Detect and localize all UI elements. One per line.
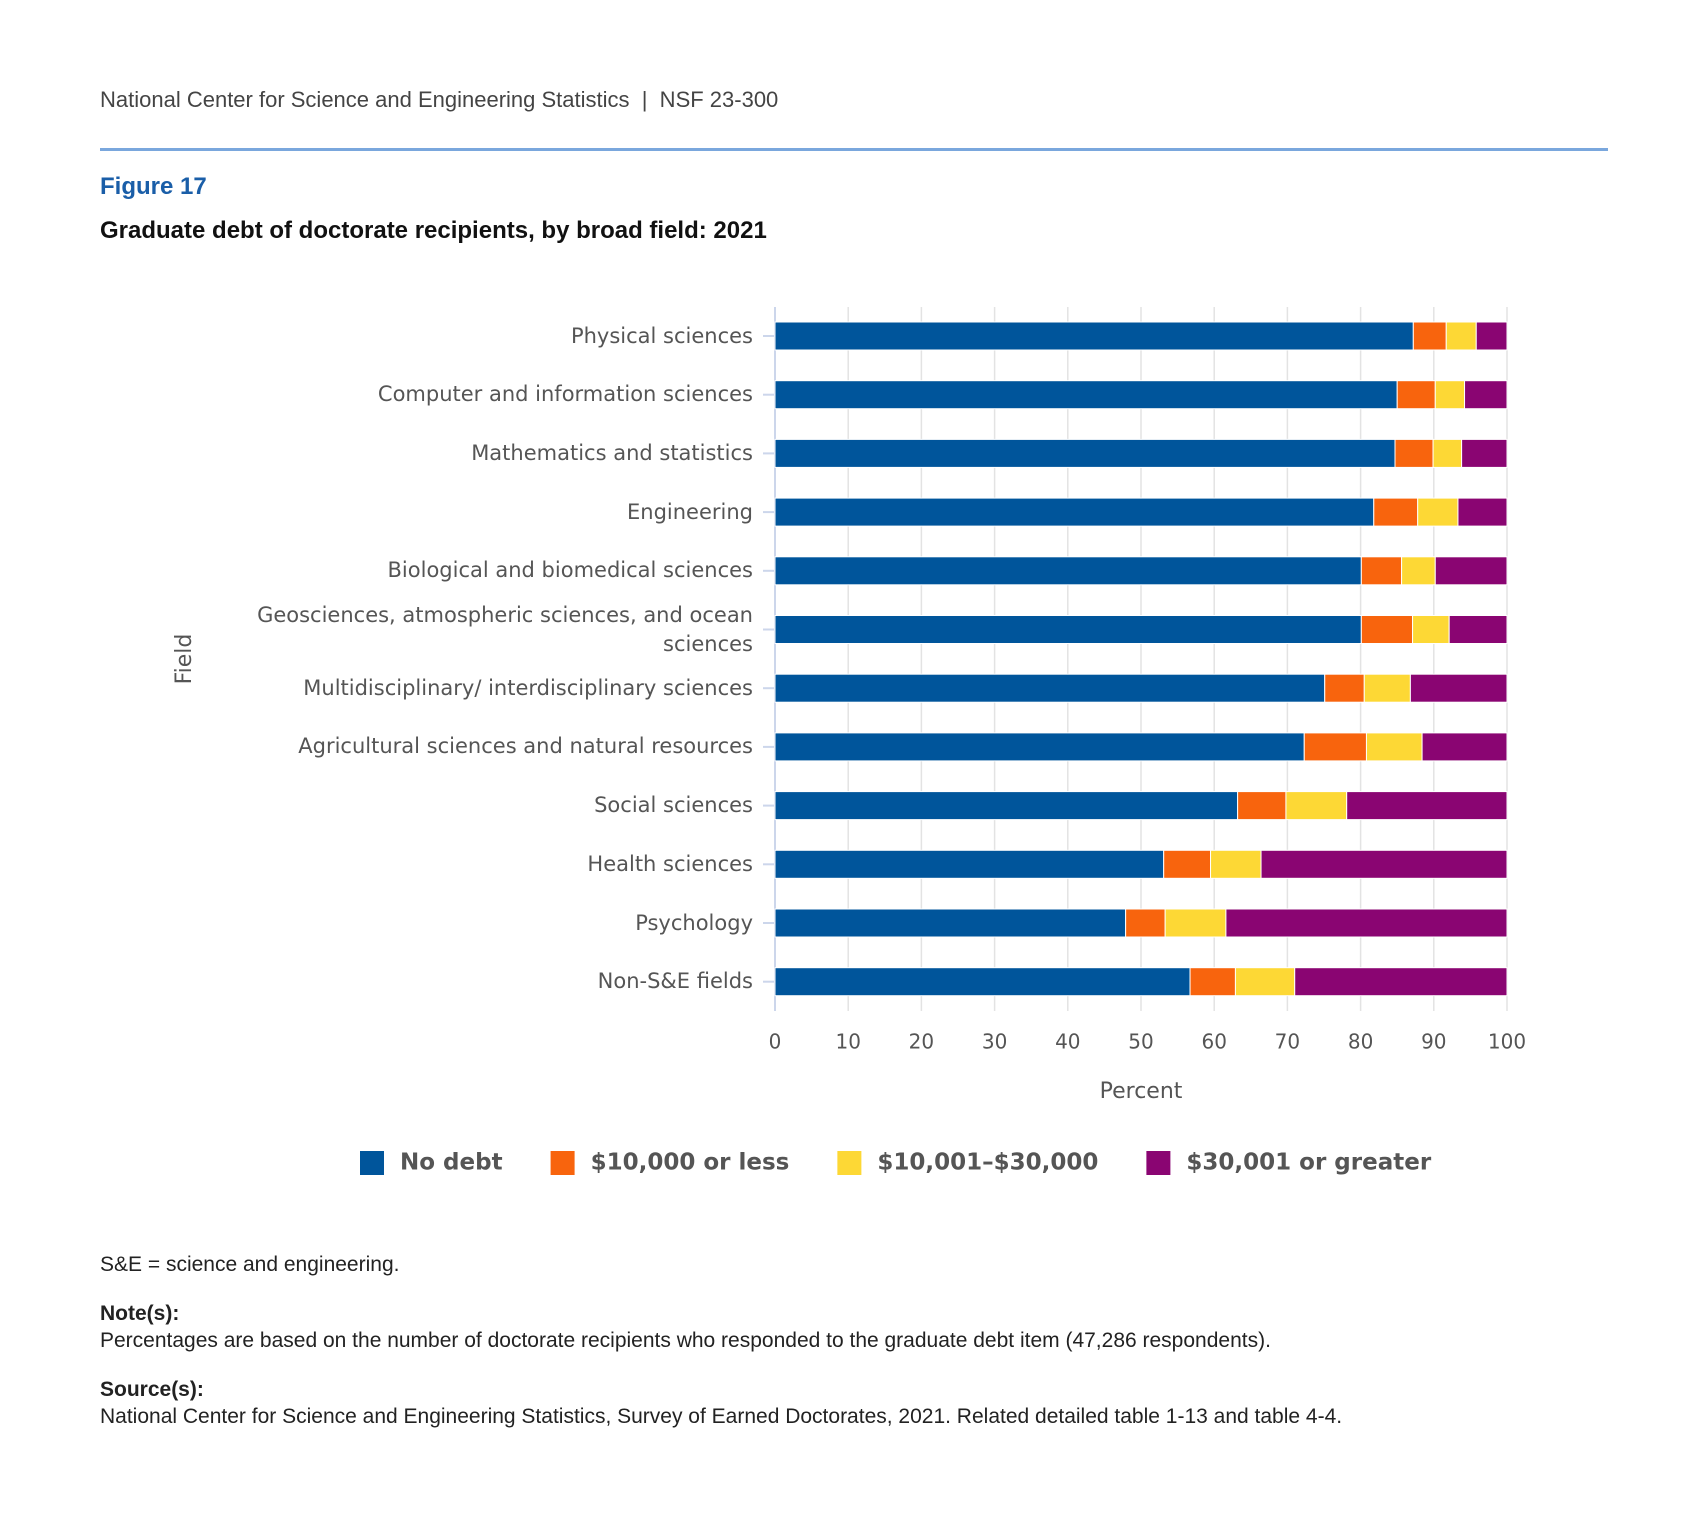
y-tick-label: Mathematics and statistics [471, 440, 753, 465]
y-axis-title: Field [172, 634, 197, 685]
bar-segment [774, 380, 1398, 410]
y-tick-label: Agricultural sciences and natural resour… [298, 734, 753, 759]
bar-segment [1409, 673, 1508, 703]
chart-title: Graduate debt of doctorate recipients, b… [100, 217, 767, 244]
bar-segment [1475, 321, 1508, 351]
bar-segment [1401, 556, 1436, 586]
legend-swatch [360, 1151, 384, 1175]
x-tick-label: 70 [1275, 1030, 1300, 1054]
bar-segment [1448, 615, 1508, 644]
bar-segment [1360, 615, 1414, 644]
bar-segment [774, 321, 1414, 351]
bar-segment [774, 791, 1239, 821]
bar-segment [1464, 380, 1508, 410]
bar-segment [1363, 673, 1411, 703]
bar-segment [774, 967, 1191, 997]
bar-segment [1125, 908, 1166, 938]
bar-segment [1294, 967, 1508, 997]
bar-segment [774, 908, 1127, 938]
y-tick-label: Biological and biomedical sciences [387, 558, 753, 583]
bar-segment [1225, 908, 1508, 938]
divider [100, 148, 1608, 151]
note-text: Percentages are based on the number of d… [100, 1329, 1271, 1352]
bar-segment [1189, 967, 1236, 997]
bar-segment [1164, 908, 1227, 938]
bar-segment [1210, 849, 1262, 879]
y-tick-label: Psychology [635, 910, 753, 935]
bar-segment [1434, 556, 1508, 586]
figure-label: Figure 17 [100, 173, 207, 200]
y-tick-label: Physical sciences [570, 323, 753, 348]
bar-segment [1421, 732, 1508, 762]
bar-segment [774, 438, 1396, 468]
bar-segment [1324, 673, 1365, 703]
x-tick-label: 90 [1421, 1030, 1446, 1054]
bar-segment [1461, 438, 1508, 468]
source-label: Source(s): [100, 1378, 204, 1401]
bar-segment [774, 556, 1362, 586]
bar-segment [1360, 556, 1403, 586]
source-text: National Center for Science and Engineer… [100, 1405, 1343, 1428]
bar-segment [1434, 380, 1466, 410]
legend-swatch [550, 1151, 575, 1175]
bar-segment [1373, 497, 1419, 527]
y-tick-label: Computer and information sciences [377, 382, 753, 407]
note-label: Note(s): [100, 1302, 180, 1325]
bar-segment [774, 732, 1305, 762]
abbreviation: S&E = science and engineering. [100, 1253, 400, 1276]
bar-segment [1285, 791, 1348, 821]
bar-segment [1260, 849, 1508, 879]
y-tick-label: Multidisciplinary/ interdisciplinary sci… [303, 675, 753, 700]
bar-segment [1365, 732, 1423, 762]
bar-segment [1432, 438, 1463, 468]
x-tick-label: 50 [1128, 1030, 1153, 1054]
header: National Center for Science and Engineer… [100, 87, 779, 112]
bar-segment [1237, 791, 1287, 821]
x-tick-label: 20 [909, 1030, 934, 1054]
legend-label: $30,001 or greater [1186, 1150, 1431, 1176]
x-axis-title: Percent [1100, 1079, 1183, 1104]
bar-segment [774, 849, 1165, 879]
x-tick-label: 0 [769, 1030, 782, 1054]
legend-label: No debt [400, 1150, 503, 1176]
legend-label: $10,000 or less [591, 1150, 790, 1176]
bar-segment [1412, 615, 1450, 644]
y-tick-label: Social sciences [594, 793, 753, 818]
y-tick-label: Geosciences, atmospheric sciences, and o… [257, 602, 753, 656]
bar-segment [1417, 497, 1459, 527]
x-tick-label: 30 [982, 1030, 1007, 1054]
x-tick-label: 10 [835, 1030, 860, 1054]
bar-segment [1163, 849, 1212, 879]
bar-segment [774, 615, 1362, 644]
x-tick-label: 60 [1201, 1030, 1226, 1054]
y-tick-label: Health sciences [587, 851, 753, 876]
bar-segment [774, 673, 1326, 703]
x-tick-label: 100 [1488, 1030, 1526, 1054]
bar-segment [1234, 967, 1296, 997]
y-tick-label: Non-S&E fields [597, 969, 753, 994]
bar-segment [774, 497, 1375, 527]
bar-segment [1346, 791, 1508, 821]
bar-segment [1412, 321, 1447, 351]
x-tick-label: 80 [1348, 1030, 1373, 1054]
legend-swatch [837, 1151, 862, 1175]
legend-swatch [1146, 1151, 1171, 1175]
legend-label: $10,001–$30,000 [877, 1150, 1098, 1176]
bar-segment [1445, 321, 1477, 351]
bar-segment [1303, 732, 1367, 762]
bar-segment [1394, 438, 1434, 468]
x-tick-label: 40 [1055, 1030, 1080, 1054]
bar-segment [1396, 380, 1436, 410]
y-tick-label: Engineering [627, 499, 753, 524]
bar-segment [1457, 497, 1508, 527]
